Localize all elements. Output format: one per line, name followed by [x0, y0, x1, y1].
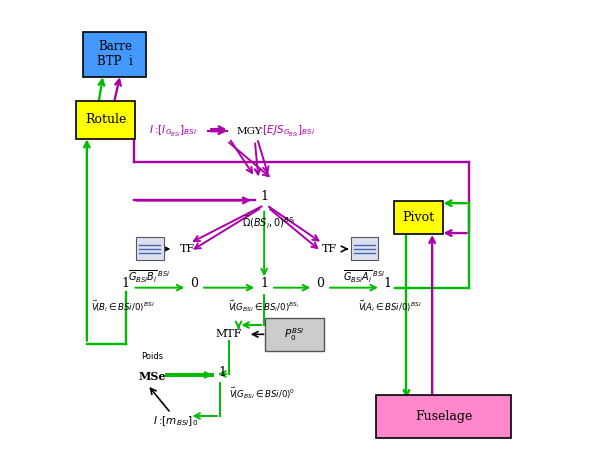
Text: 1: 1 — [218, 366, 226, 379]
Text: $\vec{\Omega}(BS_i,0)^{BS_i}$: $\vec{\Omega}(BS_i,0)^{BS_i}$ — [242, 213, 296, 230]
Text: 1: 1 — [260, 278, 268, 291]
Text: Pivot: Pivot — [402, 211, 434, 224]
Text: Poids: Poids — [141, 352, 163, 361]
Text: $\vec{V}\!\left(A_i\in BSi/0\right)^{BSi}$: $\vec{V}\!\left(A_i\in BSi/0\right)^{BSi… — [358, 298, 422, 314]
FancyBboxPatch shape — [393, 201, 443, 234]
Text: TF: TF — [180, 244, 195, 254]
Text: $I:\!\left[I_{G_{BSi}}\right]_{BSi}$: $I:\!\left[I_{G_{BSi}}\right]_{BSi}$ — [149, 124, 197, 139]
Text: MGY: MGY — [236, 127, 262, 136]
FancyBboxPatch shape — [264, 317, 325, 351]
FancyBboxPatch shape — [136, 237, 164, 260]
FancyBboxPatch shape — [77, 101, 135, 139]
FancyBboxPatch shape — [84, 32, 146, 77]
Text: $\vec{V}\!\left(B_i\in BSi/0\right)^{BSi}$: $\vec{V}\!\left(B_i\in BSi/0\right)^{BSi… — [91, 298, 155, 314]
FancyBboxPatch shape — [350, 237, 378, 260]
Text: Barre
BTP  i: Barre BTP i — [97, 40, 133, 68]
Text: 1: 1 — [384, 278, 392, 291]
Text: MSe: MSe — [138, 371, 166, 382]
Text: $\overline{G_{BSi}A_i}^{\ BSi}$: $\overline{G_{BSi}A_i}^{\ BSi}$ — [343, 269, 386, 285]
Text: 1: 1 — [121, 278, 130, 291]
Text: 1: 1 — [260, 190, 268, 203]
FancyBboxPatch shape — [376, 395, 511, 439]
Text: 0: 0 — [190, 278, 198, 291]
Text: MTF: MTF — [216, 329, 243, 339]
Text: $\vec{V}\!\left(G_{BSi}\in BS_i/0\right)^{BS_i}$: $\vec{V}\!\left(G_{BSi}\in BS_i/0\right)… — [229, 298, 300, 314]
Text: TF: TF — [322, 244, 337, 254]
Text: 0: 0 — [316, 278, 324, 291]
Text: $\overline{G_{BSi}B_i}^{\ BSi}$: $\overline{G_{BSi}B_i}^{\ BSi}$ — [128, 269, 171, 285]
Text: $\vec{V}\!\left(G_{BSi}\in BSi/0\right)^0$: $\vec{V}\!\left(G_{BSi}\in BSi/0\right)^… — [229, 386, 296, 401]
Text: $:\!\left[EJS_{G_{BSi}}\right]_{BSi}$: $:\!\left[EJS_{G_{BSi}}\right]_{BSi}$ — [257, 124, 315, 139]
Text: Rotule: Rotule — [85, 113, 126, 126]
Text: Fuselage: Fuselage — [415, 410, 472, 424]
Text: $P_0^{BSi}$: $P_0^{BSi}$ — [284, 326, 305, 343]
Text: $I:\!\left[m_{BSi}\right]_0$: $I:\!\left[m_{BSi}\right]_0$ — [153, 415, 198, 429]
